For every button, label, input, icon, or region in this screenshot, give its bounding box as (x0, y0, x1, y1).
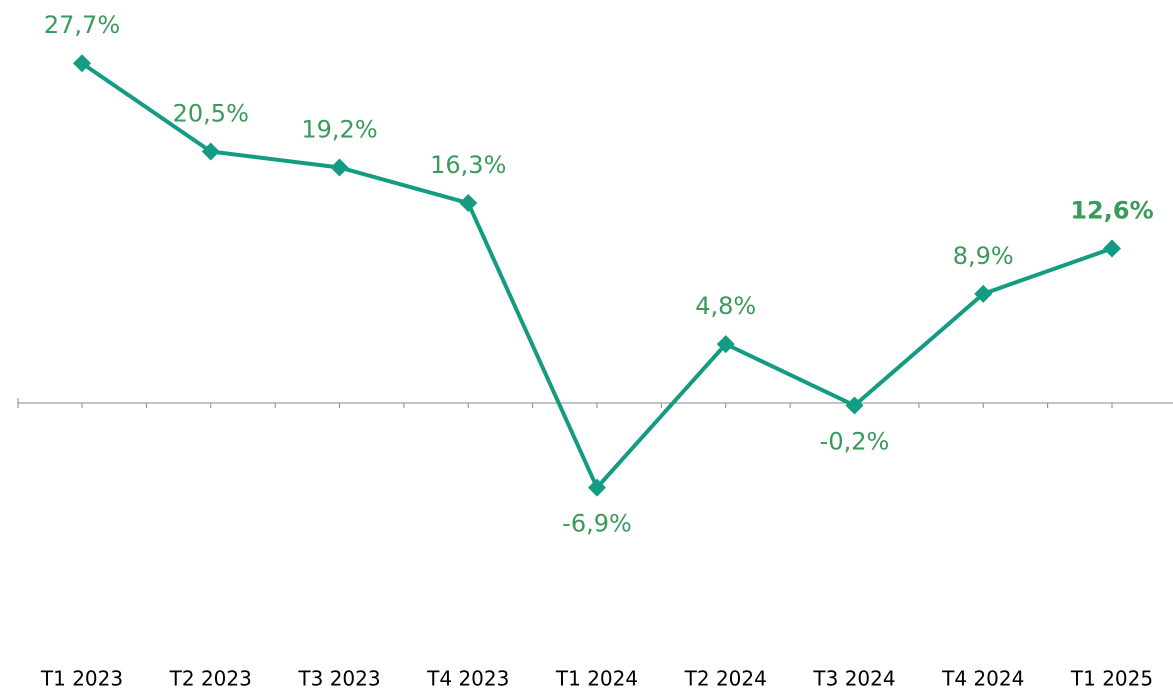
data-point (716, 335, 735, 354)
data-label: 16,3% (430, 151, 506, 179)
x-tick-label: T2 2023 (169, 667, 252, 691)
data-label: 27,7% (44, 11, 120, 39)
data-point (201, 142, 220, 161)
data-point (1103, 239, 1121, 258)
data-label: 8,9% (953, 242, 1014, 270)
data-label: -0,2% (820, 427, 890, 455)
data-label: 19,2% (301, 115, 377, 143)
x-tick-label: T4 2023 (426, 667, 509, 691)
data-point (845, 396, 864, 415)
x-tick-label: T3 2023 (297, 667, 380, 691)
data-point (588, 478, 606, 497)
data-label: 20,5% (173, 100, 249, 128)
x-tick-label: T1 2025 (1070, 667, 1153, 691)
x-tick-label: T2 2024 (684, 667, 767, 691)
data-point (73, 54, 91, 73)
data-label: 12,6% (1070, 196, 1153, 224)
data-label: 4,8% (695, 292, 756, 320)
data-point (459, 194, 478, 213)
x-tick-label: T1 2024 (555, 667, 638, 691)
x-tick-label: T4 2024 (941, 667, 1024, 691)
data-label: -6,9% (562, 510, 632, 538)
x-tick-label: T3 2024 (812, 667, 895, 691)
x-tick-label: T1 2023 (40, 667, 123, 691)
data-point (330, 158, 349, 177)
data-point (974, 284, 993, 303)
